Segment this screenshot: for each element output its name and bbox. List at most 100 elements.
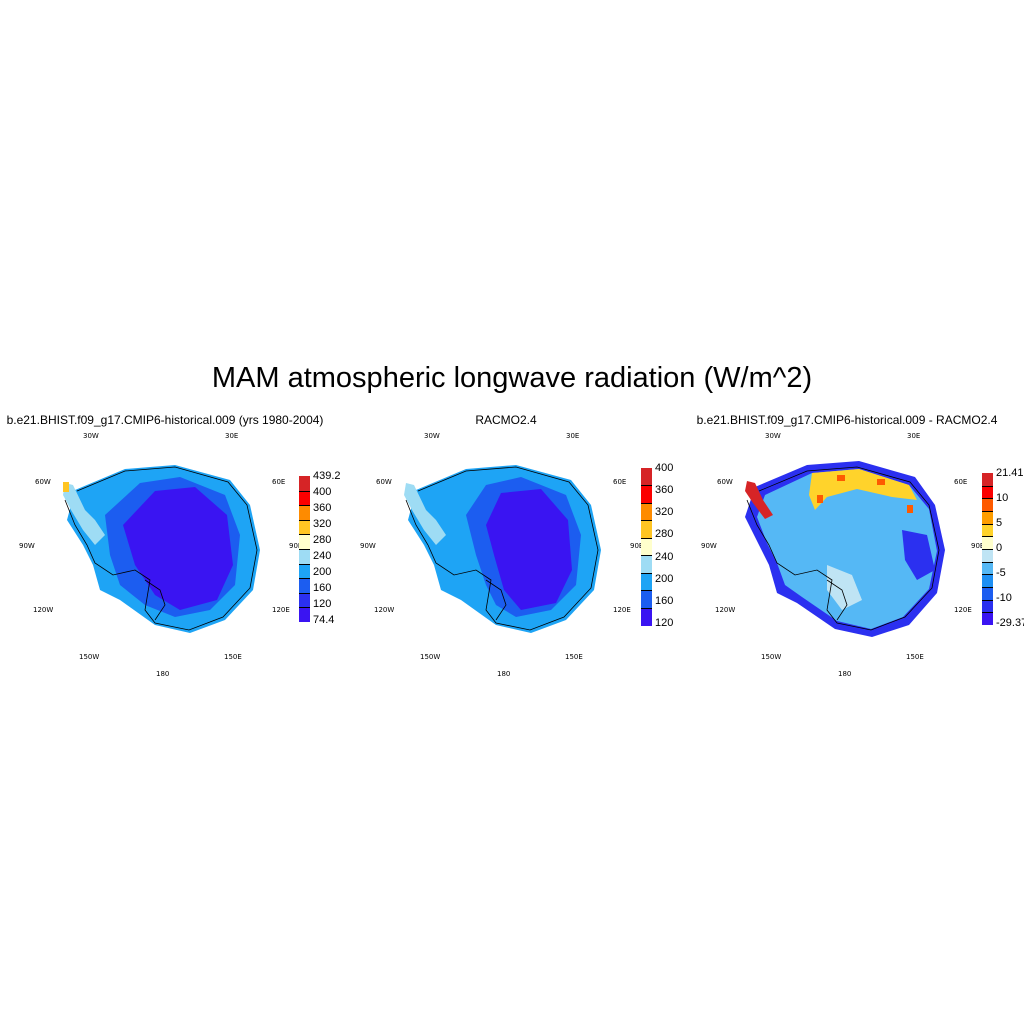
- panel-difference: b.e21.BHIST.f09_g17.CMIP6-historical.009…: [677, 405, 1024, 695]
- colorbar-segment: [982, 587, 993, 600]
- lon-label-180: 180: [497, 670, 511, 678]
- coastline: [405, 466, 599, 631]
- map-fill-pale: [827, 565, 862, 610]
- colorbar-segment: [299, 534, 310, 550]
- colorbar-segment: [299, 476, 310, 491]
- lon-label-90e: 90E: [289, 542, 303, 550]
- map-fill-warm-coast: [809, 469, 917, 510]
- colorbar-label: 360: [313, 502, 332, 514]
- lon-label-90w: 90W: [701, 542, 717, 550]
- colorbar-label: 160: [655, 594, 674, 607]
- lon-label-60e: 60E: [954, 478, 968, 486]
- lon-label-30e: 30E: [225, 432, 239, 440]
- colorbar-label: 400: [655, 462, 674, 474]
- antarctica-map: [404, 465, 601, 633]
- colorbar-label: 5: [996, 517, 1003, 529]
- colorbar-label: 439.2: [313, 470, 341, 482]
- peninsula: [63, 483, 105, 545]
- colorbar-segment: [982, 523, 993, 537]
- peninsula-tip-warm: [63, 482, 69, 492]
- panel-racmo: RACMO2.4 30W 30E 60W 60E 90W 90E 120W 12…: [336, 405, 676, 695]
- colorbar-label: 21.41: [996, 467, 1024, 479]
- lon-label-180: 180: [838, 670, 852, 678]
- lon-label-120e: 120E: [613, 606, 631, 614]
- lon-label-60e: 60E: [613, 478, 627, 486]
- lon-label-30w: 30W: [424, 432, 440, 440]
- lon-label-120w: 120W: [374, 606, 395, 614]
- colorbar-segment: [982, 549, 993, 562]
- map-fill-base: [757, 469, 937, 629]
- lon-label-30w: 30W: [83, 432, 99, 440]
- map-fill-hot-patches: [817, 475, 913, 513]
- colorbar-segment: [982, 574, 993, 588]
- colorbar-label: 320: [655, 506, 674, 519]
- colorbar: 400 360 320 280 240 200 160 120: [641, 462, 673, 629]
- colorbar-label: 120: [655, 617, 674, 629]
- colorbar-segment: [641, 485, 652, 504]
- colorbar-segment: [299, 549, 310, 564]
- colorbar-segment: [641, 555, 652, 574]
- colorbar-label: 280: [655, 528, 674, 541]
- lon-label-150w: 150W: [79, 653, 100, 661]
- peninsula: [745, 481, 773, 519]
- colorbar-segment: [982, 599, 993, 613]
- colorbar-label: 240: [313, 550, 332, 562]
- colorbar-segment: [299, 592, 310, 608]
- colorbar-segment: [982, 511, 993, 524]
- colorbar-label: 200: [655, 572, 674, 585]
- colorbar-segment: [641, 502, 652, 521]
- colorbar: 21.41 10 5 0 -5 -10 -29.37: [982, 467, 1024, 629]
- colorbar-segment: [641, 537, 652, 556]
- colorbar-segment: [982, 498, 993, 512]
- lon-label-120e: 120E: [954, 606, 972, 614]
- lon-label-120w: 120W: [33, 606, 54, 614]
- lon-label-90w: 90W: [19, 542, 35, 550]
- lon-label-60w: 60W: [376, 478, 392, 486]
- lon-label-30w: 30W: [765, 432, 781, 440]
- lon-label-60w: 60W: [717, 478, 733, 486]
- colorbar-segment: [299, 519, 310, 535]
- lon-label-120e: 120E: [272, 606, 290, 614]
- map-fill-inner: [123, 487, 233, 610]
- panel-title: RACMO2.4: [475, 413, 537, 427]
- colorbar-label: 160: [313, 582, 332, 594]
- lon-label-180: 180: [156, 670, 170, 678]
- lon-label-120w: 120W: [715, 606, 736, 614]
- panel-title: b.e21.BHIST.f09_g17.CMIP6-historical.009…: [696, 413, 998, 427]
- lon-label-150e: 150E: [906, 653, 924, 661]
- colorbar-segment: [982, 536, 993, 550]
- peninsula: [404, 483, 446, 545]
- colorbar: 439.2 400 360 320 280 240 200 160 120 74.4: [299, 470, 341, 626]
- lon-label-60e: 60E: [272, 478, 286, 486]
- colorbar-segment: [641, 572, 652, 591]
- lon-label-60w: 60W: [35, 478, 51, 486]
- coastline: [64, 466, 258, 631]
- colorbar-segment: [299, 607, 310, 623]
- map-fill-inner: [486, 489, 572, 610]
- lon-label-30e: 30E: [566, 432, 580, 440]
- colorbar-label: -29.37: [996, 617, 1024, 629]
- colorbar-segment: [299, 578, 310, 594]
- colorbar-segment: [982, 485, 993, 499]
- panel-model: b.e21.BHIST.f09_g17.CMIP6-historical.009…: [0, 405, 341, 695]
- antarctica-map: [63, 465, 260, 633]
- colorbar-segment: [299, 505, 310, 521]
- colorbar-segment: [982, 561, 993, 575]
- colorbar-label: 74.4: [313, 614, 335, 626]
- colorbar-segment: [641, 590, 652, 609]
- colorbar-label: 320: [313, 518, 332, 530]
- antarctica-map: [745, 461, 945, 637]
- figure-title: MAM atmospheric longwave radiation (W/m^…: [211, 362, 813, 394]
- colorbar-label: -10: [996, 592, 1012, 604]
- colorbar-label: -5: [996, 567, 1006, 579]
- colorbar-label: 120: [313, 598, 332, 610]
- colorbar-segment: [641, 468, 652, 486]
- lon-label-30e: 30E: [907, 432, 921, 440]
- lon-label-90e: 90E: [971, 542, 985, 550]
- lon-label-150e: 150E: [224, 653, 242, 661]
- colorbar-label: 0: [996, 542, 1003, 554]
- map-fill-cold-east: [902, 530, 935, 580]
- lon-label-150w: 150W: [761, 653, 782, 661]
- colorbar-segment: [982, 612, 993, 626]
- lon-label-90e: 90E: [630, 542, 644, 550]
